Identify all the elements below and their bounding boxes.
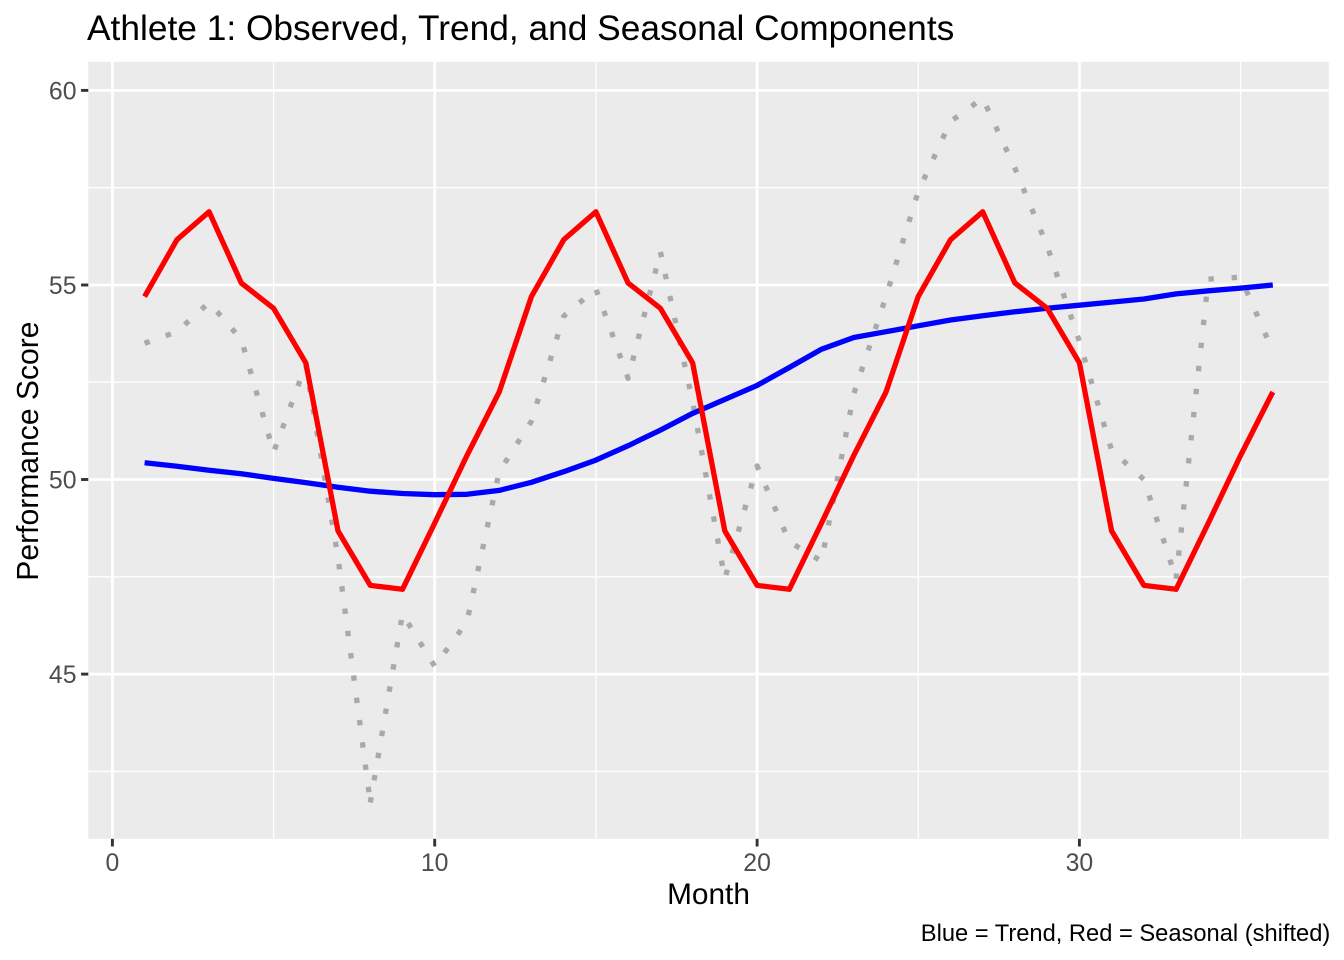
svg-text:60: 60 [49,78,77,105]
svg-text:Month: Month [667,878,750,911]
svg-text:Blue = Trend, Red = Seasonal (: Blue = Trend, Red = Seasonal (shifted) [921,921,1331,947]
svg-text:0: 0 [106,850,120,877]
svg-text:30: 30 [1066,850,1094,877]
svg-text:10: 10 [421,850,449,877]
svg-text:55: 55 [49,273,77,300]
svg-text:50: 50 [49,468,77,495]
svg-text:Performance Score: Performance Score [12,321,45,580]
svg-text:20: 20 [743,850,771,877]
svg-text:Athlete 1: Observed, Trend, an: Athlete 1: Observed, Trend, and Seasonal… [87,9,954,48]
svg-text:45: 45 [49,662,77,689]
